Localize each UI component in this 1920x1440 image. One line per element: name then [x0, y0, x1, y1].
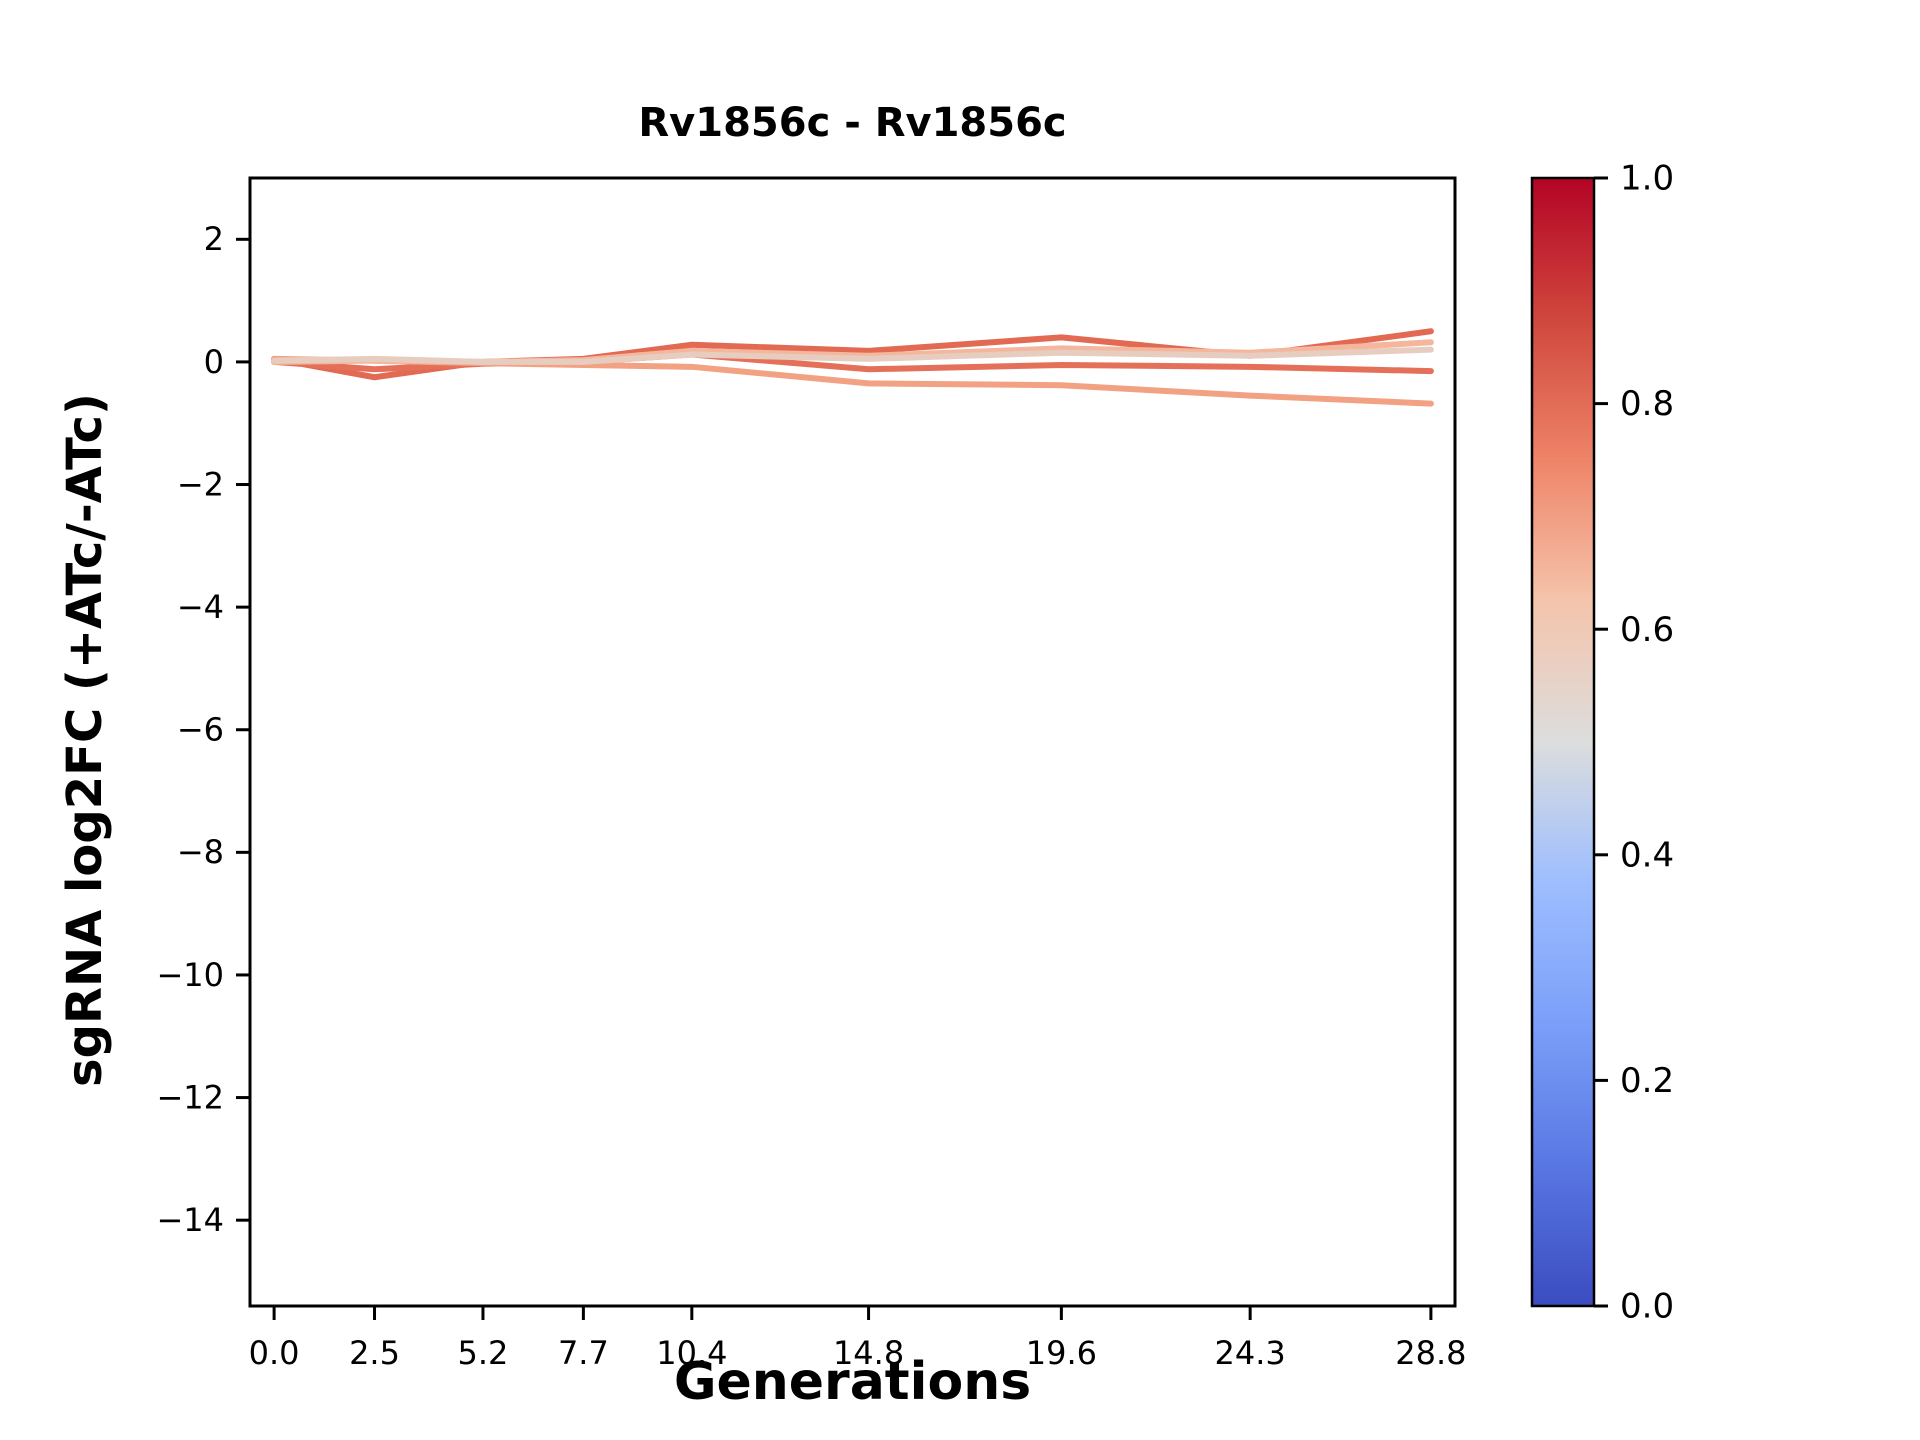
chart-title: Rv1856c - Rv1856c: [638, 100, 1067, 146]
x-tick-label: 5.2: [458, 1334, 509, 1372]
colorbar-tick-label: 0.8: [1620, 384, 1674, 424]
y-tick-label: −4: [177, 588, 224, 626]
x-tick-label: 10.4: [656, 1334, 727, 1372]
x-tick-label: 7.7: [558, 1334, 609, 1372]
axes-spines: [248, 176, 1457, 1308]
y-tick-label: −8: [177, 833, 224, 871]
colorbar-tick-label: 0.2: [1620, 1061, 1674, 1101]
y-tick-label: −10: [156, 956, 224, 994]
x-tick-label: 14.8: [833, 1334, 904, 1372]
series-line-5: [271, 346, 1434, 365]
y-tick-label: −12: [156, 1078, 224, 1116]
colorbar-tick-label: 1.0: [1620, 159, 1674, 199]
y-tick-label: 0: [204, 343, 224, 381]
colorbar-gradient: [1532, 178, 1594, 1306]
y-tick-label: −14: [156, 1201, 224, 1239]
y-tick-label: −6: [177, 711, 224, 749]
colorbar-outline: [1530, 176, 1596, 1308]
colorbar-tick-label: 0.6: [1620, 610, 1674, 650]
y-axis-label: sgRNA log2FC (+ATc/-ATc): [57, 393, 113, 1087]
x-tick-label: 19.6: [1026, 1334, 1097, 1372]
colorbar-tick-label: 0.4: [1620, 835, 1674, 875]
x-tick-label: 28.8: [1395, 1334, 1466, 1372]
y-tick-label: 2: [204, 220, 224, 258]
y-tick-label: −2: [177, 465, 224, 503]
colorbar-tick-label: 0.0: [1620, 1287, 1674, 1327]
x-axis-label: Generations: [673, 1352, 1032, 1412]
x-tick-label: 24.3: [1215, 1334, 1286, 1372]
x-tick-label: 2.5: [349, 1334, 400, 1372]
x-tick-label: 0.0: [249, 1334, 300, 1372]
